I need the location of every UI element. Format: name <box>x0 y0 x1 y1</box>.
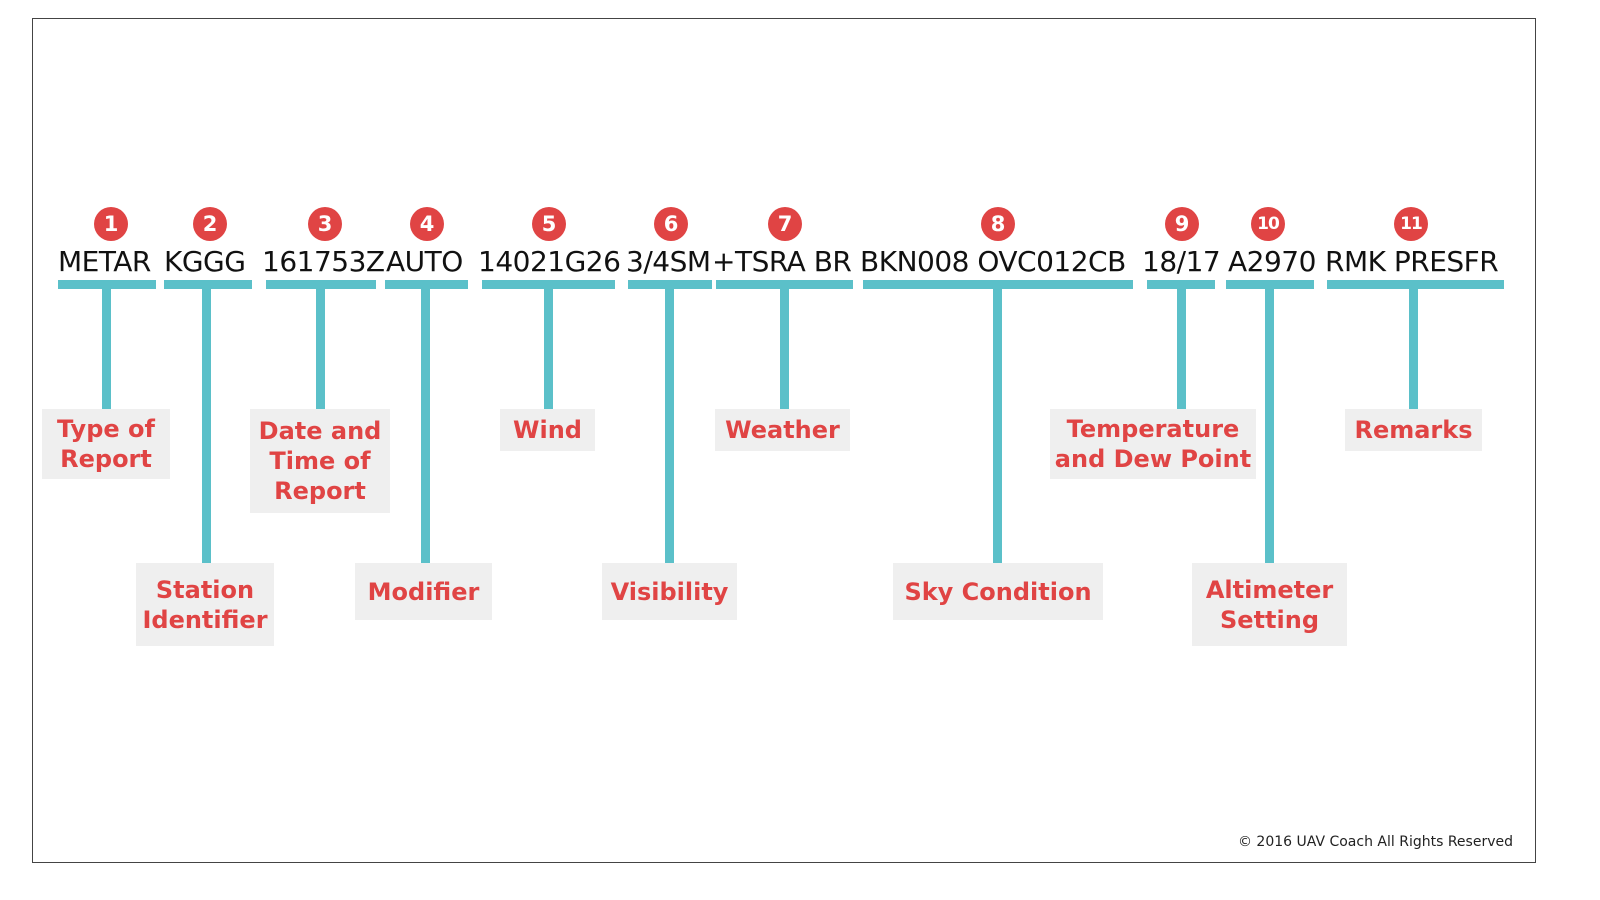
metar-token-weather: +TSRA BR <box>712 245 852 278</box>
label-wind: Wind <box>500 409 595 451</box>
label-modifier: Modifier <box>355 563 492 620</box>
metar-token-altimeter: A2970 <box>1228 245 1316 278</box>
metar-token-remarks: RMK PRESFR <box>1325 245 1499 278</box>
metar-token-datetime: 161753Z <box>262 245 385 278</box>
label-temperature-dew-point: Temperature and Dew Point <box>1050 409 1256 479</box>
label-altimeter-setting: Altimeter Setting <box>1192 563 1347 646</box>
badge-10: 10 <box>1251 207 1285 241</box>
label-visibility: Visibility <box>602 563 737 620</box>
stem-11 <box>1409 289 1418 409</box>
label-remarks: Remarks <box>1345 409 1482 451</box>
bar-10 <box>1226 280 1314 289</box>
stem-7 <box>780 289 789 409</box>
label-weather: Weather <box>715 409 850 451</box>
metar-token-temp: 18/17 <box>1142 245 1221 278</box>
label-sky-condition: Sky Condition <box>893 563 1103 620</box>
bar-2 <box>164 280 252 289</box>
bar-1 <box>58 280 156 289</box>
badge-4: 4 <box>410 207 444 241</box>
bar-11 <box>1327 280 1504 289</box>
metar-token-type: METAR <box>58 245 151 278</box>
bar-3 <box>266 280 376 289</box>
metar-token-wind: 14021G26 <box>478 245 621 278</box>
diagram-frame <box>32 18 1536 863</box>
badge-2: 2 <box>193 207 227 241</box>
bar-7 <box>716 280 853 289</box>
stem-6 <box>665 289 674 564</box>
stem-2 <box>202 289 211 564</box>
stem-3 <box>316 289 325 409</box>
stem-1 <box>102 289 111 409</box>
metar-token-visibility: 3/4SM <box>626 245 711 278</box>
bar-5 <box>482 280 615 289</box>
stem-8 <box>993 289 1002 564</box>
stem-10 <box>1265 289 1274 564</box>
badge-11: 11 <box>1394 207 1428 241</box>
label-date-time: Date and Time of Report <box>250 409 390 513</box>
label-type-of-report: Type of Report <box>42 409 170 479</box>
copyright-notice: © 2016 UAV Coach All Rights Reserved <box>1237 834 1513 850</box>
badge-9: 9 <box>1165 207 1199 241</box>
metar-token-station: KGGG <box>164 245 246 278</box>
metar-token-sky: BKN008 OVC012CB <box>860 245 1126 278</box>
bar-4 <box>385 280 468 289</box>
stem-5 <box>544 289 553 409</box>
metar-token-modifier: AUTO <box>386 245 463 278</box>
badge-7: 7 <box>768 207 802 241</box>
badge-6: 6 <box>654 207 688 241</box>
stem-9 <box>1177 289 1186 409</box>
bar-9 <box>1147 280 1215 289</box>
badge-3: 3 <box>308 207 342 241</box>
bar-8 <box>863 280 1133 289</box>
badge-1: 1 <box>94 207 128 241</box>
stem-4 <box>421 289 430 564</box>
label-station-identifier: Station Identifier <box>136 563 274 646</box>
badge-5: 5 <box>532 207 566 241</box>
bar-6 <box>628 280 712 289</box>
badge-8: 8 <box>981 207 1015 241</box>
